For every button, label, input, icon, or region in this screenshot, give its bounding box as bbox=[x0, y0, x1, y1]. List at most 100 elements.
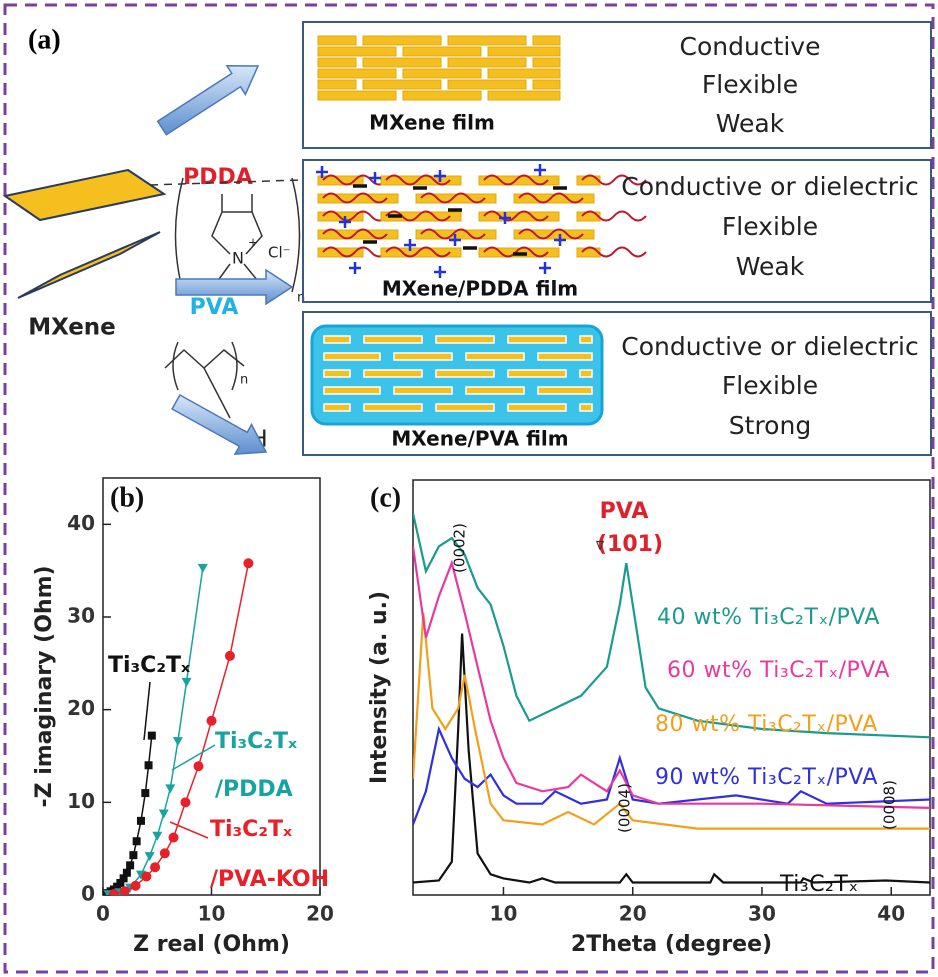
mxene-sheet bbox=[436, 404, 494, 411]
plot-area bbox=[413, 513, 930, 882]
polymer-label: PVA bbox=[190, 295, 239, 320]
marker bbox=[126, 861, 134, 869]
charge-sign bbox=[349, 262, 361, 274]
series-label: Ti₃C₂Tₓ bbox=[108, 653, 190, 678]
panel-a: (a) MXene PDDA PVA N + Cl⁻ n OH n MXene … bbox=[5, 22, 931, 455]
marker bbox=[141, 871, 151, 881]
marker bbox=[145, 761, 153, 769]
mxene-sheet bbox=[533, 80, 560, 89]
marker bbox=[141, 789, 149, 797]
mxene-sheet bbox=[364, 336, 422, 343]
film-name: MXene/PDDA film bbox=[382, 277, 578, 301]
film-property: Strong bbox=[729, 411, 811, 440]
repeat-label: n bbox=[297, 291, 305, 306]
peak-label: (0002) bbox=[451, 523, 469, 573]
arrow bbox=[172, 395, 266, 454]
mxene-sheet bbox=[403, 47, 481, 56]
mxene-sheet bbox=[394, 353, 452, 360]
marker bbox=[120, 886, 130, 896]
marker bbox=[148, 732, 156, 740]
annotation: (101) bbox=[597, 532, 663, 557]
mxene-flake bbox=[5, 170, 164, 220]
mxene-sheet bbox=[533, 58, 560, 67]
mxene-sheet bbox=[364, 370, 422, 377]
mxene-sheet bbox=[364, 404, 422, 411]
x-tick-label: 0 bbox=[96, 902, 110, 926]
label-pointer bbox=[144, 682, 150, 740]
mxene-sheet bbox=[508, 370, 566, 377]
mxene-sheet bbox=[403, 91, 481, 100]
marker bbox=[133, 837, 141, 845]
y-tick-label: 40 bbox=[67, 511, 95, 535]
series-label: Ti₃C₂Tₓ bbox=[779, 872, 859, 897]
mxene-sheet bbox=[508, 336, 566, 343]
mxene-sheet bbox=[436, 370, 494, 377]
marker bbox=[131, 881, 141, 891]
film-property: Weak bbox=[736, 252, 805, 281]
series-label: /PVA-KOH bbox=[210, 867, 329, 892]
series-line bbox=[108, 568, 202, 894]
mxene-sheet bbox=[436, 336, 494, 343]
mxene-sheet bbox=[580, 336, 592, 343]
mxene-sheet bbox=[466, 387, 524, 394]
polymer-label: PDDA bbox=[183, 165, 253, 190]
mxene-sheet bbox=[538, 387, 592, 394]
x-tick-label: 20 bbox=[619, 902, 647, 926]
x-axis-label: 2Theta (degree) bbox=[571, 932, 772, 957]
y-axis-label: -Z imaginary (Ohm) bbox=[32, 565, 57, 807]
x-tick-label: 30 bbox=[748, 902, 776, 926]
y-tick-label: 10 bbox=[67, 789, 95, 813]
series-label: 40 wt% Ti₃C₂Tₓ/PVA bbox=[657, 605, 880, 630]
mxene-sheet bbox=[318, 47, 396, 56]
pdda-structure bbox=[150, 178, 300, 292]
atom-label: N bbox=[232, 249, 244, 268]
mxene-sheet bbox=[318, 36, 356, 45]
mxene-sheet bbox=[363, 80, 441, 89]
series-label: 80 wt% Ti₃C₂Tₓ/PVA bbox=[655, 712, 878, 737]
film-property: Conductive or dielectric bbox=[621, 332, 919, 361]
marker bbox=[150, 862, 160, 872]
y-tick-label: 0 bbox=[81, 882, 95, 906]
mxene-sheet bbox=[533, 36, 560, 45]
film-name: MXene/PVA film bbox=[391, 427, 568, 451]
film-property: Weak bbox=[716, 109, 785, 138]
peak-label: (0004) bbox=[616, 783, 634, 833]
plot-frame bbox=[413, 480, 930, 895]
marker bbox=[129, 851, 137, 859]
charge-sign bbox=[534, 164, 546, 176]
mxene-sheet bbox=[363, 58, 441, 67]
marker bbox=[193, 761, 203, 771]
charge-sign bbox=[539, 262, 551, 274]
mxene-sheet bbox=[538, 353, 592, 360]
repeat-label: n bbox=[240, 373, 248, 388]
mxene-sheet bbox=[580, 370, 592, 377]
x-tick-label: 10 bbox=[198, 902, 226, 926]
ion-label: Cl⁻ bbox=[268, 244, 291, 262]
series-label: /PDDA bbox=[215, 777, 293, 802]
marker bbox=[152, 832, 162, 841]
series-label: 60 wt% Ti₃C₂Tₓ/PVA bbox=[667, 658, 890, 683]
series-label: 90 wt% Ti₃C₂Tₓ/PVA bbox=[655, 765, 878, 790]
film-property: Conductive or dielectric bbox=[621, 172, 919, 201]
film-property: Flexible bbox=[722, 212, 818, 241]
mxene-sheet bbox=[488, 69, 560, 78]
mxene-sheet bbox=[318, 58, 356, 67]
panel-label: (a) bbox=[28, 24, 61, 55]
mxene-sheet bbox=[448, 58, 526, 67]
marker bbox=[137, 817, 145, 825]
mxene-sheet bbox=[324, 353, 380, 360]
series-label: Ti₃C₂Tₓ bbox=[215, 729, 297, 754]
marker bbox=[243, 558, 253, 568]
x-tick-label: 10 bbox=[490, 902, 518, 926]
marker bbox=[169, 833, 179, 843]
charge-label: + bbox=[248, 236, 258, 250]
marker bbox=[160, 848, 170, 858]
figure: (a) MXene PDDA PVA N + Cl⁻ n OH n MXene … bbox=[0, 0, 938, 977]
x-tick-label: 40 bbox=[877, 902, 905, 926]
mxene-sheet bbox=[394, 387, 452, 394]
film-name: MXene film bbox=[369, 111, 495, 135]
mxene-sheet bbox=[324, 404, 350, 411]
marker bbox=[145, 852, 155, 861]
mxene-sheet bbox=[488, 47, 560, 56]
mxene-sheet bbox=[466, 353, 524, 360]
